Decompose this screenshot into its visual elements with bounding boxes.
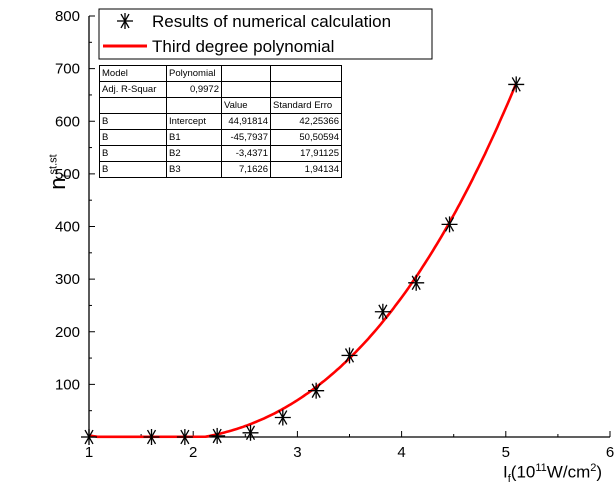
legend-marker-asterisk xyxy=(117,13,133,29)
fit-table: Model Polynomial Adj. R-Squar 0,9972 Value St… xyxy=(99,65,342,178)
fit-table-cell: 7,1626 xyxy=(221,161,271,178)
fit-table-cell: B2 xyxy=(166,145,222,162)
fit-table-cell: Adj. R-Squar xyxy=(99,81,167,98)
ticks: 1 2 3 4 5 6 100 200 300 400 500 600 700 800 xyxy=(55,8,614,461)
fit-table-cell xyxy=(221,65,271,82)
x-tick-label: 5 xyxy=(502,444,510,461)
x-tick-label: 6 xyxy=(606,444,614,461)
fit-table-cell: Polynomial xyxy=(166,65,222,82)
fit-table-cell: 50,50594 xyxy=(270,129,342,146)
fit-table-row: B Intercept 44,91814 42,25366 xyxy=(99,113,342,130)
fit-table-row: Model Polynomial xyxy=(99,65,342,82)
fit-table-cell: Intercept xyxy=(166,113,222,130)
fit-table-cell: Value xyxy=(221,97,271,114)
y-tick-label: 200 xyxy=(55,324,80,341)
fit-table-cell: 44,91814 xyxy=(221,113,271,130)
y-tick-label: 300 xyxy=(55,271,80,288)
data-point xyxy=(209,427,226,444)
fit-table-cell: B xyxy=(99,145,167,162)
data-point xyxy=(341,347,358,364)
legend: Results of numerical calculation Third de… xyxy=(98,8,433,60)
data-points xyxy=(81,76,525,445)
data-point xyxy=(441,216,458,233)
data-point xyxy=(143,429,160,445)
fit-table-cell: Model xyxy=(99,65,167,82)
fit-table-cell xyxy=(166,97,222,114)
data-point xyxy=(374,303,391,320)
fit-table-cell xyxy=(270,65,342,82)
x-axis-label: If(1011W/cm2) xyxy=(503,462,603,486)
fit-table-cell: B1 xyxy=(166,129,222,146)
fit-table-row: Value Standard Erro xyxy=(99,97,342,114)
data-point xyxy=(176,429,193,445)
fit-table-cell: B xyxy=(99,113,167,130)
y-tick-label: 400 xyxy=(55,219,80,236)
data-point xyxy=(274,409,291,426)
y-tick-label: 700 xyxy=(55,61,80,78)
x-tick-label: 1 xyxy=(85,444,93,461)
fit-curve-line xyxy=(88,82,518,439)
data-point xyxy=(508,76,525,93)
fit-table-cell: B xyxy=(99,161,167,178)
fit-curve xyxy=(88,82,518,439)
fit-table-row: B B3 7,1626 1,94134 xyxy=(99,161,342,178)
legend-label: Results of numerical calculation xyxy=(152,12,391,31)
fit-table-cell: 0,9972 xyxy=(166,81,222,98)
x-tick-label: 4 xyxy=(397,444,405,461)
fit-table-cell xyxy=(270,81,342,98)
y-tick-label: 600 xyxy=(55,113,80,130)
fit-table-cell: -3,4371 xyxy=(221,145,271,162)
data-point xyxy=(408,274,425,291)
x-tick-label: 3 xyxy=(293,444,301,461)
y-tick-label: 800 xyxy=(55,8,80,25)
fit-table-cell: 17,91125 xyxy=(270,145,342,162)
fit-table-cell: 1,94134 xyxy=(270,161,342,178)
fit-table-row: Adj. R-Squar 0,9972 xyxy=(99,81,342,98)
fit-table-cell: B xyxy=(99,129,167,146)
fit-table-cell: -45,7937 xyxy=(221,129,271,146)
data-point xyxy=(242,424,259,441)
y-tick-label: 100 xyxy=(55,376,80,393)
fit-table-cell: 42,25366 xyxy=(270,113,342,130)
x-tick-label: 2 xyxy=(189,444,197,461)
legend-box xyxy=(98,8,433,60)
legend-label: Third degree polynomial xyxy=(152,37,334,56)
data-point xyxy=(81,429,97,445)
fit-table-row: B B2 -3,4371 17,91125 xyxy=(99,145,342,162)
y-axis-label: nfst.st xyxy=(45,154,74,190)
data-point xyxy=(308,382,325,399)
fit-table-cell xyxy=(221,81,271,98)
fit-table-row: B B1 -45,7937 50,50594 xyxy=(99,129,342,146)
fit-table-cell xyxy=(99,97,167,114)
fit-table-cell: Standard Erro xyxy=(270,97,342,114)
fit-table-cell: B3 xyxy=(166,161,222,178)
y-tick-label: 500 xyxy=(55,166,80,183)
